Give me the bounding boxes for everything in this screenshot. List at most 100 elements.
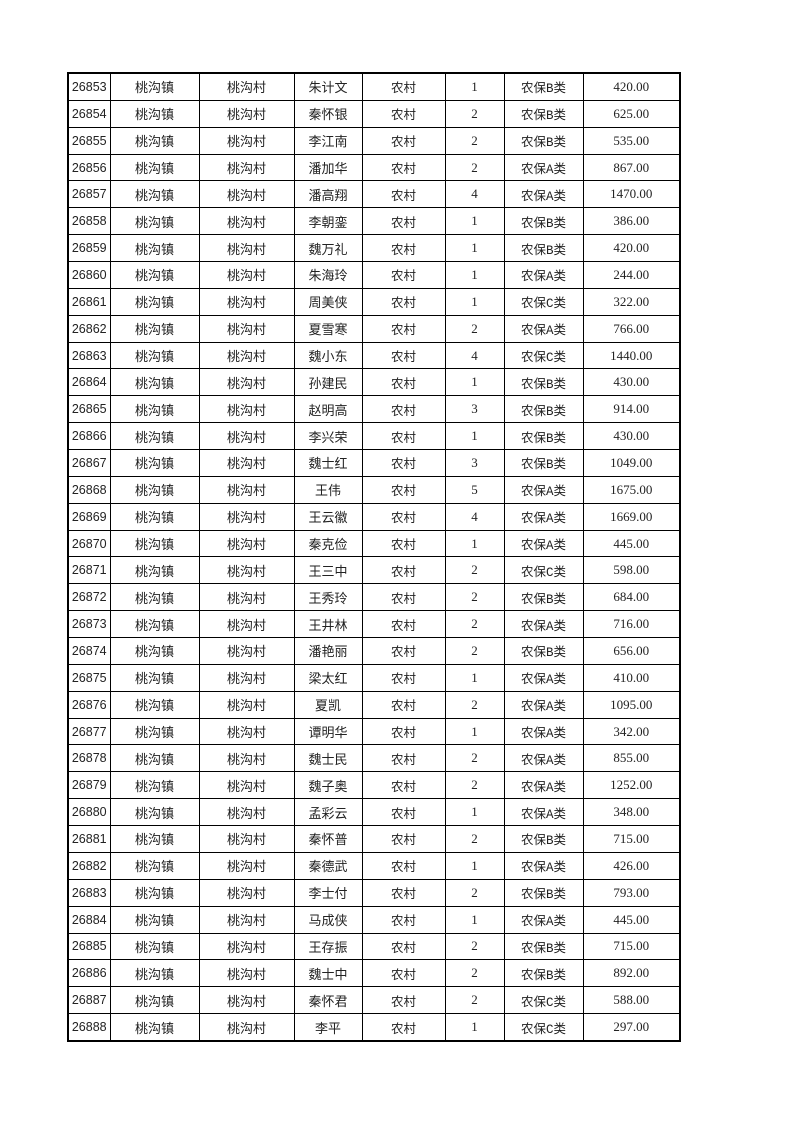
amount-cell: 348.00 bbox=[582, 798, 681, 827]
town-cell: 桃沟镇 bbox=[109, 556, 200, 585]
town-cell: 桃沟镇 bbox=[109, 341, 200, 370]
household-size-cell: 2 bbox=[444, 690, 505, 719]
table-row: 26865 桃沟镇 桃沟村 赵明高 农村 3 农保B类 914.00 bbox=[67, 395, 681, 424]
household-size-cell: 2 bbox=[444, 932, 505, 961]
household-size-cell: 2 bbox=[444, 153, 505, 182]
name-cell: 魏小东 bbox=[293, 341, 363, 370]
amount-cell: 793.00 bbox=[582, 878, 681, 907]
table-row: 26860 桃沟镇 桃沟村 朱海玲 农村 1 农保A类 244.00 bbox=[67, 261, 681, 289]
id-cell: 26875 bbox=[67, 663, 111, 692]
town-cell: 桃沟镇 bbox=[109, 502, 200, 531]
town-cell: 桃沟镇 bbox=[109, 529, 200, 558]
table-row: 26879 桃沟镇 桃沟村 魏子奥 农村 2 农保A类 1252.00 bbox=[67, 771, 681, 800]
amount-cell: 426.00 bbox=[582, 851, 681, 880]
category-cell: 农保A类 bbox=[503, 529, 584, 558]
town-cell: 桃沟镇 bbox=[109, 690, 200, 719]
table-row: 26883 桃沟镇 桃沟村 李士付 农村 2 农保B类 793.00 bbox=[67, 878, 681, 907]
type-cell: 农村 bbox=[361, 234, 446, 263]
name-cell: 李兴荣 bbox=[293, 422, 363, 451]
category-cell: 农保B类 bbox=[503, 583, 584, 612]
amount-cell: 1669.00 bbox=[582, 502, 681, 531]
type-cell: 农村 bbox=[361, 341, 446, 370]
category-cell: 农保B类 bbox=[503, 234, 584, 263]
name-cell: 王井林 bbox=[293, 610, 363, 639]
id-cell: 26864 bbox=[67, 368, 111, 397]
name-cell: 孟彩云 bbox=[293, 798, 363, 827]
type-cell: 农村 bbox=[361, 663, 446, 692]
village-cell: 桃沟村 bbox=[198, 502, 295, 531]
household-size-cell: 2 bbox=[444, 637, 505, 665]
amount-cell: 684.00 bbox=[582, 583, 681, 612]
household-size-cell: 1 bbox=[444, 207, 505, 236]
village-cell: 桃沟村 bbox=[198, 1013, 295, 1042]
table-row: 26873 桃沟镇 桃沟村 王井林 农村 2 农保A类 716.00 bbox=[67, 610, 681, 639]
village-cell: 桃沟村 bbox=[198, 637, 295, 665]
category-cell: 农保A类 bbox=[503, 475, 584, 504]
name-cell: 魏子奥 bbox=[293, 771, 363, 800]
household-size-cell: 2 bbox=[444, 986, 505, 1015]
category-cell: 农保A类 bbox=[503, 905, 584, 934]
category-cell: 农保B类 bbox=[503, 422, 584, 451]
town-cell: 桃沟镇 bbox=[109, 905, 200, 934]
town-cell: 桃沟镇 bbox=[109, 744, 200, 773]
town-cell: 桃沟镇 bbox=[109, 825, 200, 853]
name-cell: 朱海玲 bbox=[293, 261, 363, 289]
village-cell: 桃沟村 bbox=[198, 153, 295, 182]
village-cell: 桃沟村 bbox=[198, 798, 295, 827]
amount-cell: 1675.00 bbox=[582, 475, 681, 504]
village-cell: 桃沟村 bbox=[198, 556, 295, 585]
household-size-cell: 4 bbox=[444, 341, 505, 370]
table-row: 26881 桃沟镇 桃沟村 秦怀普 农村 2 农保B类 715.00 bbox=[67, 825, 681, 853]
village-cell: 桃沟村 bbox=[198, 986, 295, 1015]
town-cell: 桃沟镇 bbox=[109, 798, 200, 827]
village-cell: 桃沟村 bbox=[198, 905, 295, 934]
name-cell: 秦克俭 bbox=[293, 529, 363, 558]
name-cell: 夏雪寒 bbox=[293, 314, 363, 343]
amount-cell: 297.00 bbox=[582, 1013, 681, 1042]
town-cell: 桃沟镇 bbox=[109, 207, 200, 236]
village-cell: 桃沟村 bbox=[198, 959, 295, 988]
type-cell: 农村 bbox=[361, 637, 446, 665]
amount-cell: 410.00 bbox=[582, 663, 681, 692]
amount-cell: 244.00 bbox=[582, 261, 681, 289]
type-cell: 农村 bbox=[361, 153, 446, 182]
category-cell: 农保C类 bbox=[503, 287, 584, 316]
name-cell: 王三中 bbox=[293, 556, 363, 585]
village-cell: 桃沟村 bbox=[198, 368, 295, 397]
amount-cell: 892.00 bbox=[582, 959, 681, 988]
amount-cell: 855.00 bbox=[582, 744, 681, 773]
category-cell: 农保A类 bbox=[503, 717, 584, 746]
category-cell: 农保A类 bbox=[503, 180, 584, 209]
category-cell: 农保B类 bbox=[503, 72, 584, 101]
name-cell: 魏士民 bbox=[293, 744, 363, 773]
household-size-cell: 2 bbox=[444, 744, 505, 773]
village-cell: 桃沟村 bbox=[198, 234, 295, 263]
table-row: 26884 桃沟镇 桃沟村 马成侠 农村 1 农保A类 445.00 bbox=[67, 905, 681, 934]
amount-cell: 430.00 bbox=[582, 368, 681, 397]
category-cell: 农保A类 bbox=[503, 314, 584, 343]
category-cell: 农保A类 bbox=[503, 690, 584, 719]
id-cell: 26870 bbox=[67, 529, 111, 558]
household-size-cell: 2 bbox=[444, 959, 505, 988]
id-cell: 26884 bbox=[67, 905, 111, 934]
id-cell: 26882 bbox=[67, 851, 111, 880]
amount-cell: 715.00 bbox=[582, 825, 681, 853]
name-cell: 秦德武 bbox=[293, 851, 363, 880]
town-cell: 桃沟镇 bbox=[109, 422, 200, 451]
table-row: 26868 桃沟镇 桃沟村 王伟 农村 5 农保A类 1675.00 bbox=[67, 475, 681, 504]
table-row: 26870 桃沟镇 桃沟村 秦克俭 农村 1 农保A类 445.00 bbox=[67, 529, 681, 558]
type-cell: 农村 bbox=[361, 72, 446, 101]
household-size-cell: 2 bbox=[444, 314, 505, 343]
village-cell: 桃沟村 bbox=[198, 771, 295, 800]
household-size-cell: 1 bbox=[444, 663, 505, 692]
household-size-cell: 1 bbox=[444, 287, 505, 316]
name-cell: 魏士中 bbox=[293, 959, 363, 988]
category-cell: 农保B类 bbox=[503, 126, 584, 155]
id-cell: 26857 bbox=[67, 180, 111, 209]
type-cell: 农村 bbox=[361, 798, 446, 827]
table-row: 26859 桃沟镇 桃沟村 魏万礼 农村 1 农保B类 420.00 bbox=[67, 234, 681, 263]
town-cell: 桃沟镇 bbox=[109, 180, 200, 209]
type-cell: 农村 bbox=[361, 690, 446, 719]
village-cell: 桃沟村 bbox=[198, 341, 295, 370]
town-cell: 桃沟镇 bbox=[109, 153, 200, 182]
